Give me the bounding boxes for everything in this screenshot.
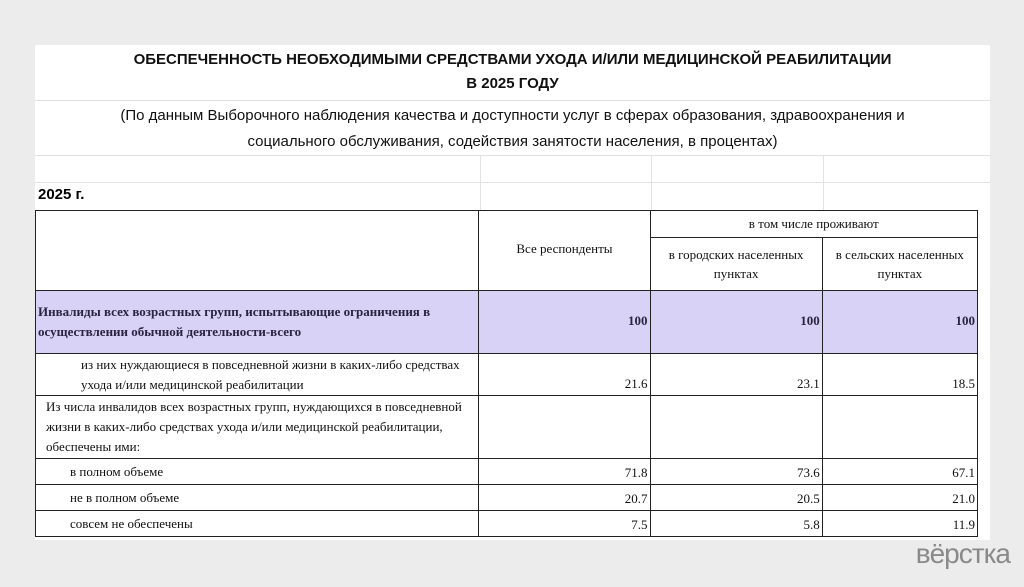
cell-urban: 20.5 — [649, 484, 823, 511]
table-row: в полном объеме 71.8 73.6 67.1 — [34, 458, 979, 485]
title-line-1: ОБЕСПЕЧЕННОСТЬ НЕОБХОДИМЫМИ СРЕДСТВАМИ У… — [133, 51, 892, 68]
cell-rural: 100 — [821, 290, 979, 354]
subtitle: (По данным Выборочного наблюдения качест… — [35, 103, 990, 155]
row-label: не в полном объеме — [34, 484, 480, 511]
header-subrow: в городских населенных пунктах в сельски… — [36, 237, 979, 291]
cell-rural: 18.5 — [821, 353, 979, 396]
gridline — [480, 155, 481, 210]
row-label: совсем не обеспечены — [34, 510, 480, 537]
cell-all — [478, 395, 651, 459]
cell-all: 21.6 — [478, 353, 651, 396]
header-rural: в сельских населенных пунктах — [821, 237, 979, 291]
cell-all: 20.7 — [478, 484, 651, 511]
cell-urban — [649, 395, 823, 459]
table-row: совсем не обеспечены 7.5 5.8 11.9 — [34, 510, 979, 537]
cell-urban: 5.8 — [649, 510, 823, 537]
cell-rural: 21.0 — [821, 484, 979, 511]
gridline — [35, 182, 990, 183]
gridline — [651, 155, 652, 210]
data-table: Все респонденты в том числе проживают в … — [34, 210, 979, 537]
table-row: из них нуждающиеся в повседневной жизни … — [34, 353, 979, 396]
table-row: Инвалиды всех возрастных групп, испытыва… — [34, 290, 979, 354]
table-row: Из числа инвалидов всех возрастных групп… — [34, 395, 979, 459]
watermark-logo: вёрстка — [915, 538, 1011, 569]
gridline — [35, 100, 990, 101]
cell-rural: 67.1 — [821, 458, 979, 485]
cell-all: 7.5 — [478, 510, 651, 537]
year-label: 2025 г. — [38, 186, 85, 203]
row-label: Инвалиды всех возрастных групп, испытыва… — [34, 290, 480, 354]
row-label: из них нуждающиеся в повседневной жизни … — [34, 353, 480, 396]
gridline — [823, 155, 824, 210]
cell-all: 100 — [478, 290, 651, 354]
cell-urban: 73.6 — [649, 458, 823, 485]
cell-rural — [821, 395, 979, 459]
header-urban: в городских населенных пунктах — [649, 237, 823, 291]
subtitle-line-2: социального обслуживания, содействия зан… — [247, 133, 778, 150]
cell-urban: 100 — [649, 290, 823, 354]
cell-all: 71.8 — [478, 458, 651, 485]
cell-urban: 23.1 — [649, 353, 823, 396]
subtitle-line-1: (По данным Выборочного наблюдения качест… — [120, 107, 905, 124]
gridline — [35, 155, 990, 156]
row-label: в полном объеме — [34, 458, 480, 485]
table-row: не в полном объеме 20.7 20.5 21.0 — [34, 484, 979, 511]
title-line-2: В 2025 ГОДУ — [466, 75, 559, 92]
header-all: Все респонденты — [478, 210, 651, 291]
header-row: Все респонденты в том числе проживают — [34, 210, 979, 291]
header-empty-cell — [34, 210, 480, 291]
cell-rural: 11.9 — [821, 510, 979, 537]
row-label: Из числа инвалидов всех возрастных групп… — [34, 395, 480, 459]
header-group: в том числе проживают — [649, 210, 979, 238]
page-title: ОБЕСПЕЧЕННОСТЬ НЕОБХОДИМЫМИ СРЕДСТВАМИ У… — [35, 48, 990, 96]
